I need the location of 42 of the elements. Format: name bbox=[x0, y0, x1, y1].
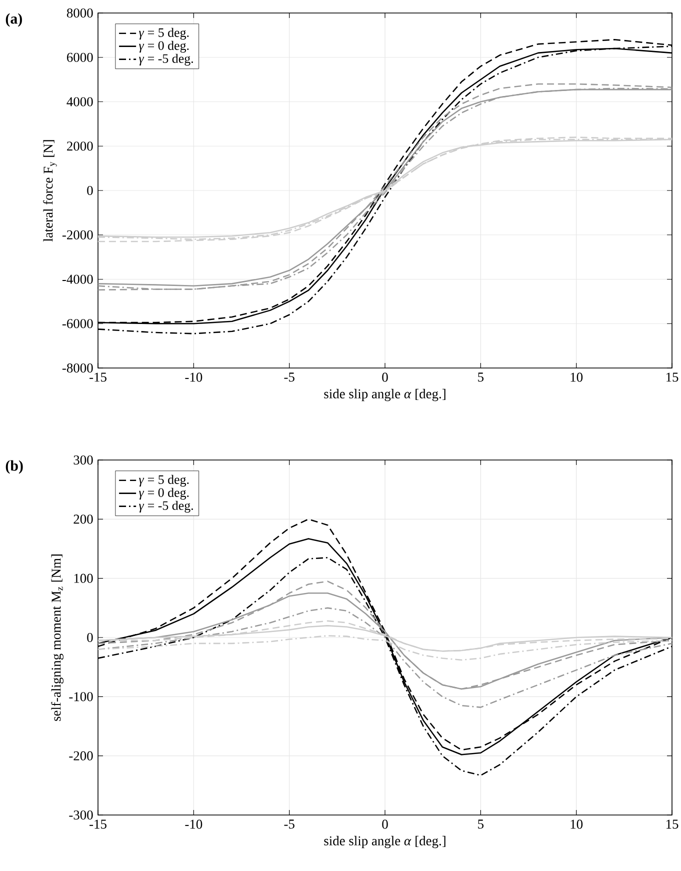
y-tick-label: -6000 bbox=[62, 319, 93, 328]
x-tick-label: 0 bbox=[382, 372, 388, 382]
legend-label: γ = 0 deg. bbox=[138, 40, 189, 53]
y-tick-label: 8000 bbox=[66, 8, 93, 18]
x-tick-label: 5 bbox=[478, 820, 484, 829]
x-tick-label: 5 bbox=[478, 372, 484, 382]
x-tick-label: 0 bbox=[382, 820, 388, 829]
x-tick-label: -5 bbox=[284, 820, 294, 829]
x-tick-label: -10 bbox=[185, 372, 202, 382]
y-tick-label: -8000 bbox=[62, 363, 93, 373]
y-axis-title: lateral force F$_{y}$ [N] bbox=[43, 140, 57, 242]
x-tick-label: -10 bbox=[185, 820, 202, 829]
y-tick-label: -2000 bbox=[62, 230, 93, 240]
x-tick-label: -15 bbox=[90, 820, 106, 829]
legend-label: γ = 5 deg. bbox=[138, 474, 189, 487]
y-tick-label: 200 bbox=[74, 514, 93, 524]
y-axis-title: self-aligning moment M$_{z}$ [Nm] bbox=[51, 554, 64, 721]
x-tick-label: -5 bbox=[284, 372, 294, 382]
chart-title: (b) bbox=[6, 460, 23, 474]
y-tick-label: 100 bbox=[74, 574, 93, 583]
legend-label: γ = -5 deg. bbox=[138, 54, 193, 66]
x-axis-title: side slip angle α [deg.] bbox=[324, 388, 446, 402]
chart-title: (a) bbox=[6, 13, 22, 27]
x-tick-label: 10 bbox=[570, 372, 583, 382]
y-tick-label: 0 bbox=[87, 632, 93, 642]
y-tick-label: -300 bbox=[69, 810, 93, 820]
legend-label: γ = 5 deg. bbox=[138, 28, 189, 40]
y-tick-label: 2000 bbox=[67, 142, 93, 151]
y-tick-label: -4000 bbox=[62, 274, 93, 284]
y-tick-label: 300 bbox=[74, 455, 93, 465]
y-tick-label: 6000 bbox=[66, 52, 93, 62]
y-tick-label: -200 bbox=[69, 751, 93, 760]
legend-label: γ = 0 deg. bbox=[138, 488, 189, 500]
x-axis-title: side slip angle α [deg.] bbox=[324, 836, 446, 848]
x-tick-label: 10 bbox=[570, 820, 583, 829]
x-tick-label: 15 bbox=[666, 372, 678, 382]
x-tick-label: -15 bbox=[90, 372, 106, 382]
legend-label: γ = -5 deg. bbox=[138, 500, 193, 513]
y-tick-label: 4000 bbox=[66, 97, 93, 106]
y-tick-label: -100 bbox=[69, 692, 93, 702]
x-tick-label: 15 bbox=[666, 820, 678, 829]
y-tick-label: 0 bbox=[87, 186, 93, 196]
